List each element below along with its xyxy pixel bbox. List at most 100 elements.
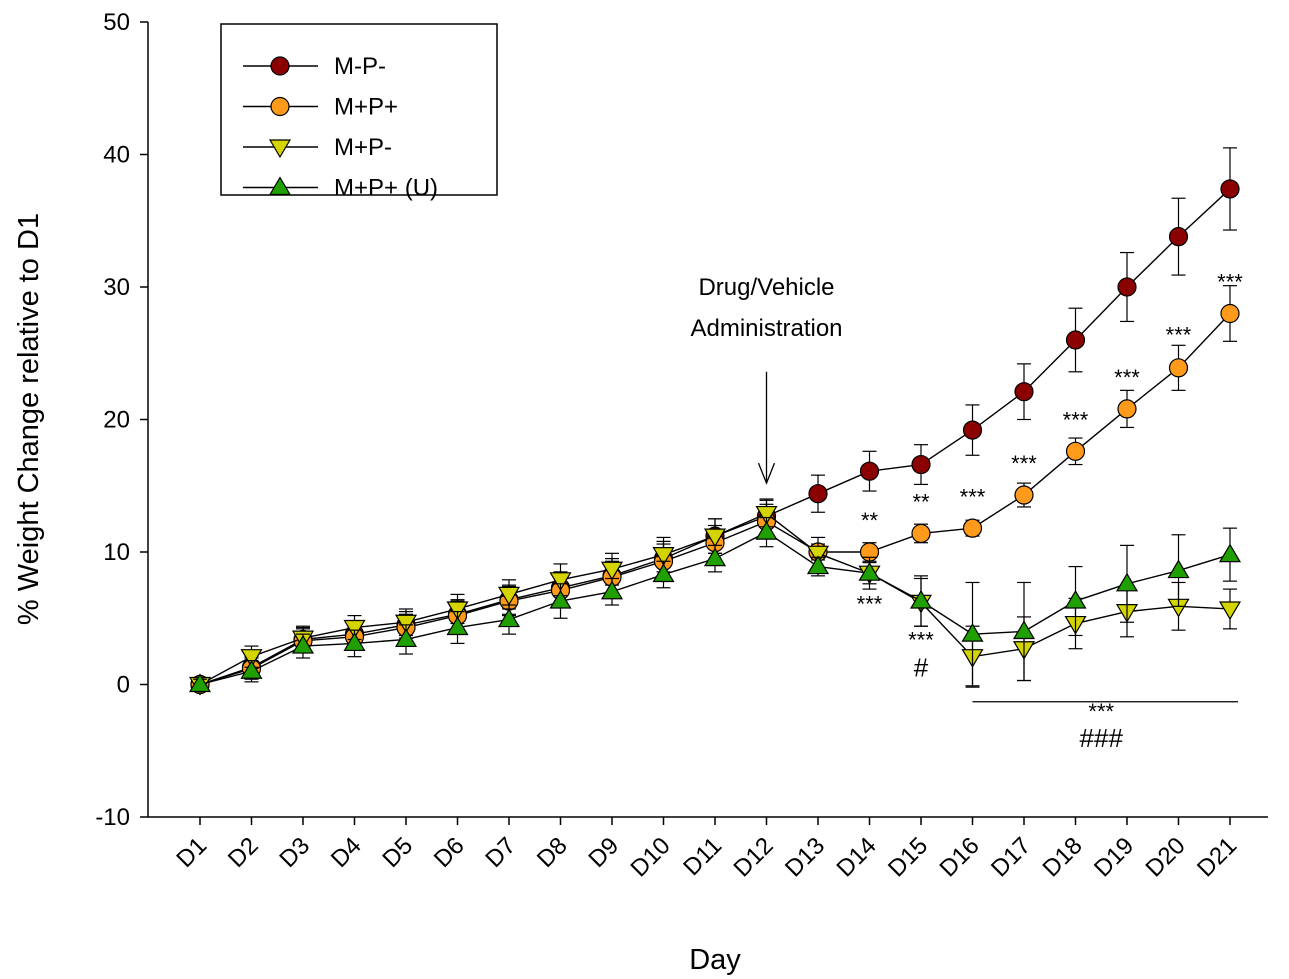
data-point (858, 562, 881, 581)
data-point (497, 586, 521, 606)
y-tick-label: 20 (103, 407, 130, 434)
y-tick-label: 50 (103, 9, 130, 36)
series-3 (188, 516, 1242, 693)
data-point (1064, 589, 1087, 609)
data-point (1014, 485, 1034, 505)
annotations: Drug/VehicleAdministration**********#***… (690, 270, 1243, 753)
annotation-label: Drug/Vehicle (698, 274, 834, 301)
x-tick-label: D8 (532, 832, 573, 873)
data-point (600, 580, 624, 600)
annotation-label: *** (1011, 451, 1037, 476)
x-tick-label: D5 (377, 832, 418, 873)
data-point (961, 622, 984, 642)
data-point (911, 454, 931, 475)
data-point (446, 601, 469, 621)
data-point (1168, 358, 1189, 378)
data-point (600, 561, 624, 581)
x-tick-label: D18 (1038, 832, 1088, 882)
x-tick-label: D9 (583, 832, 624, 873)
x-tick-label: D21 (1192, 832, 1242, 882)
legend: M-P- M+P+ M+P- M+P+ (U) (220, 23, 498, 202)
data-point (188, 673, 212, 693)
data-point (1117, 277, 1137, 297)
y-tick-label: -10 (95, 804, 130, 831)
data-point (549, 572, 572, 592)
x-tick-label: D14 (832, 832, 882, 882)
legend-label: M+P+ (334, 94, 398, 121)
data-point (240, 649, 263, 668)
annotation-label: *** (1166, 323, 1192, 348)
annotation-label: Administration (690, 315, 842, 342)
admin-arrow-head (757, 462, 776, 485)
x-tick-label: D3 (274, 832, 315, 873)
data-point (652, 547, 675, 566)
annotation-label: # (914, 653, 929, 683)
data-point (909, 589, 933, 609)
data-point (1218, 601, 1242, 621)
annotation-label: ** (912, 490, 930, 515)
annotation-label: *** (1114, 365, 1140, 390)
x-tick-label: D4 (326, 832, 367, 873)
data-point (1117, 399, 1137, 419)
legend-marker (268, 176, 292, 196)
data-point (962, 518, 983, 538)
x-tick-label: D11 (678, 832, 727, 881)
data-point (1167, 559, 1190, 579)
data-point (1218, 543, 1242, 563)
data-point (806, 555, 830, 575)
data-point (808, 484, 828, 504)
legend-entry: M+P+ (U) (243, 175, 438, 202)
data-point (859, 461, 880, 481)
x-tick-label: D15 (883, 832, 933, 882)
data-point (394, 628, 418, 648)
annotation-label: *** (908, 627, 934, 652)
data-point (703, 528, 727, 548)
data-point (755, 505, 778, 525)
x-tick-label: D13 (780, 832, 830, 882)
legend-label: M+P+ (U) (334, 175, 438, 202)
series-layer (188, 147, 1242, 696)
data-point (240, 660, 263, 679)
data-point (1220, 303, 1240, 324)
x-tick-label: D16 (935, 832, 985, 882)
data-point (806, 545, 830, 565)
annotation-label: *** (1217, 270, 1243, 295)
data-point (1220, 179, 1240, 199)
data-point (652, 563, 675, 583)
x-tick-label: D12 (729, 832, 779, 882)
y-tick-label: 10 (103, 539, 130, 566)
x-tick-label: D20 (1141, 832, 1191, 882)
data-point (703, 547, 727, 567)
x-tick-label: D1 (171, 832, 212, 873)
data-point (1014, 382, 1034, 402)
data-point (343, 619, 366, 639)
legend-marker (270, 56, 290, 76)
annotation-label: ### (1080, 723, 1124, 753)
data-point (446, 616, 469, 636)
x-tick-label: D7 (480, 832, 521, 873)
x-tick-label: D10 (626, 832, 676, 882)
x-tick-label: D6 (429, 832, 470, 873)
annotation-label: *** (960, 484, 986, 509)
y-tick-label: 0 (117, 672, 130, 699)
legend-marker (268, 139, 292, 159)
data-point (755, 520, 778, 540)
legend-label: M+P- (334, 134, 392, 161)
legend-box (220, 23, 498, 196)
annotation-label: ** (861, 508, 879, 533)
x-tick-label: D19 (1089, 832, 1139, 882)
legend-entries: M-P- M+P+ M+P- M+P+ (U) (243, 53, 438, 202)
annotation-label: *** (1063, 407, 1089, 432)
annotation-label: *** (857, 592, 883, 617)
x-axis-title: Day (689, 944, 741, 976)
data-point (394, 614, 418, 634)
data-point (1065, 441, 1086, 461)
annotation-label: *** (1088, 699, 1114, 724)
legend-label: M-P- (334, 53, 386, 80)
data-point (962, 420, 983, 440)
data-point (343, 632, 366, 652)
y-tick-label: 30 (103, 274, 130, 301)
y-tick-label: 40 (103, 142, 130, 169)
data-point (1012, 620, 1036, 640)
